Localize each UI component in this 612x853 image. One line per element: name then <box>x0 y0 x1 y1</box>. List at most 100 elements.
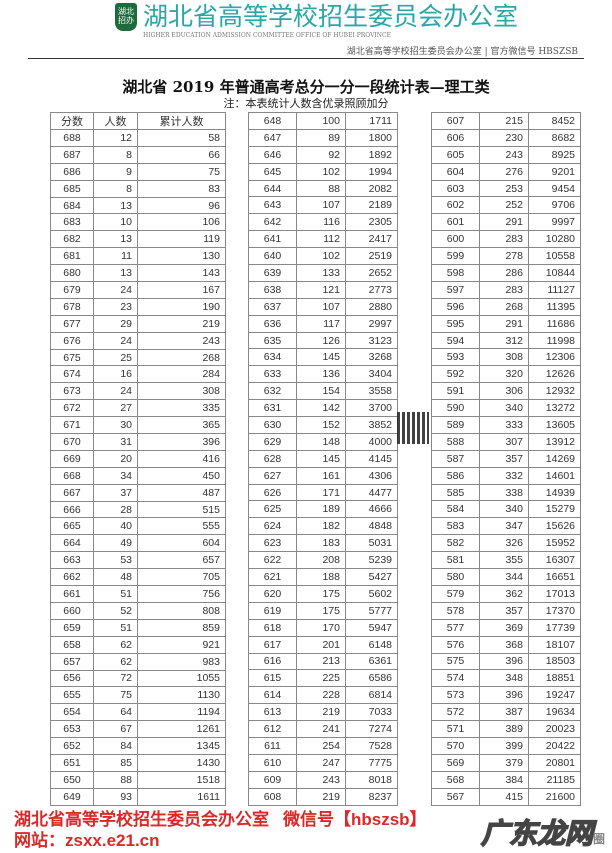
cell-cumulative: 1994 <box>345 162 398 181</box>
cell-count: 13 <box>93 230 138 249</box>
cell-score: 583 <box>431 517 480 536</box>
table-row: 585 338 14939 <box>431 483 581 502</box>
cell-score: 641 <box>248 230 297 249</box>
cell-cumulative: 705 <box>137 568 226 587</box>
cell-count: 93 <box>93 787 138 806</box>
cell-count: 34 <box>93 466 138 485</box>
cell-count: 230 <box>479 128 529 147</box>
cell-count: 92 <box>296 145 346 164</box>
cell-cumulative: 7528 <box>345 736 398 755</box>
cell-score: 665 <box>50 517 94 536</box>
cell-cumulative: 243 <box>137 331 226 350</box>
cell-score: 688 <box>50 129 94 147</box>
cell-count: 415 <box>479 787 529 806</box>
cell-cumulative: 6148 <box>345 635 398 654</box>
cell-cumulative: 808 <box>137 601 226 620</box>
table-row: 658 62 921 <box>50 635 226 654</box>
table-row: 590 340 13272 <box>431 399 581 418</box>
cell-score: 592 <box>431 365 480 384</box>
table-row: 688 12 58 <box>50 129 226 147</box>
cell-count: 389 <box>479 720 529 738</box>
table-row: 671 30 365 <box>50 416 226 435</box>
watermark-line1: 湖北省高等学校招生委员会办公室 <box>14 810 269 829</box>
cell-cumulative: 365 <box>137 416 226 435</box>
cell-cumulative: 167 <box>137 281 226 299</box>
cell-count: 116 <box>296 213 346 232</box>
cell-count: 291 <box>479 314 529 333</box>
cell-count: 201 <box>296 635 346 654</box>
cell-count: 344 <box>479 568 529 586</box>
cell-score: 608 <box>248 787 297 806</box>
score-table-2: 648 100 1711 647 89 1800 646 92 1892 645 102 1994 64… <box>248 112 398 806</box>
cell-count: 208 <box>296 551 346 570</box>
cell-cumulative: 555 <box>137 517 226 536</box>
cell-cumulative: 4848 <box>345 517 398 536</box>
cell-cumulative: 9997 <box>528 213 581 232</box>
cell-score: 682 <box>50 230 94 249</box>
cell-score: 664 <box>50 534 94 553</box>
cell-score: 601 <box>431 213 480 232</box>
qr-code-icon <box>397 412 429 444</box>
cell-count: 312 <box>479 331 529 350</box>
cell-cumulative: 12306 <box>528 348 581 367</box>
cell-score: 589 <box>431 416 480 434</box>
cell-cumulative: 4306 <box>345 466 398 485</box>
table-row: 572 387 19634 <box>431 703 581 722</box>
cell-score: 656 <box>50 669 94 688</box>
table-row: 623 183 5031 <box>248 534 398 553</box>
cell-count: 136 <box>296 365 346 384</box>
cell-cumulative: 859 <box>137 618 226 637</box>
cell-cumulative: 268 <box>137 348 226 367</box>
cell-cumulative: 2880 <box>345 297 398 316</box>
table-row: 600 283 10280 <box>431 230 581 249</box>
cell-score: 671 <box>50 416 94 435</box>
cell-cumulative: 1800 <box>345 128 398 147</box>
cell-cumulative: 10558 <box>528 247 581 266</box>
cell-score: 611 <box>248 736 297 755</box>
cell-score: 625 <box>248 500 297 519</box>
cell-cumulative: 130 <box>137 247 226 266</box>
cell-score: 572 <box>431 703 480 722</box>
cell-score: 594 <box>431 331 480 350</box>
cell-score: 585 <box>431 483 480 502</box>
cell-count: 276 <box>479 162 529 181</box>
cell-cumulative: 18107 <box>528 635 581 654</box>
cell-cumulative: 8452 <box>528 112 581 130</box>
cell-cumulative: 396 <box>137 433 226 451</box>
site-watermark: 广东龙网圈 <box>480 812 605 852</box>
cell-cumulative: 6361 <box>345 652 398 671</box>
cell-score: 598 <box>431 264 480 282</box>
logo-text-cn: 湖北省高等学校招生委员会办公室 <box>143 3 519 31</box>
cell-score: 655 <box>50 686 94 705</box>
table-row: 648 100 1711 <box>248 112 398 130</box>
cell-cumulative: 14939 <box>528 483 581 502</box>
cell-cumulative: 6586 <box>345 669 398 688</box>
cell-cumulative: 3268 <box>345 348 398 367</box>
table-row: 581 355 16307 <box>431 551 581 570</box>
cell-score: 610 <box>248 753 297 772</box>
cell-score: 643 <box>248 196 297 215</box>
table-row: 644 88 2082 <box>248 179 398 198</box>
table-row: 604 276 9201 <box>431 162 581 181</box>
cell-cumulative: 2305 <box>345 213 398 232</box>
cell-count: 396 <box>479 686 529 705</box>
cell-cumulative: 83 <box>137 179 226 198</box>
cell-score: 578 <box>431 601 480 620</box>
col-header-count: 人数 <box>93 112 138 130</box>
cell-score: 577 <box>431 618 480 637</box>
cell-cumulative: 13272 <box>528 399 581 418</box>
table-row: 593 308 12306 <box>431 348 581 367</box>
table-row: 608 219 8237 <box>248 787 398 806</box>
cell-cumulative: 7033 <box>345 703 398 722</box>
cell-cumulative: 921 <box>137 635 226 654</box>
cell-score: 675 <box>50 348 94 367</box>
cell-score: 645 <box>248 162 297 181</box>
cell-count: 148 <box>296 432 346 451</box>
table-row: 595 291 11686 <box>431 314 581 333</box>
cell-cumulative: 10280 <box>528 230 581 249</box>
table-row: 681 11 130 <box>50 247 226 266</box>
cell-cumulative: 5427 <box>345 568 398 586</box>
cell-score: 614 <box>248 686 297 705</box>
table-row: 584 340 15279 <box>431 500 581 519</box>
cell-cumulative: 1892 <box>345 145 398 164</box>
